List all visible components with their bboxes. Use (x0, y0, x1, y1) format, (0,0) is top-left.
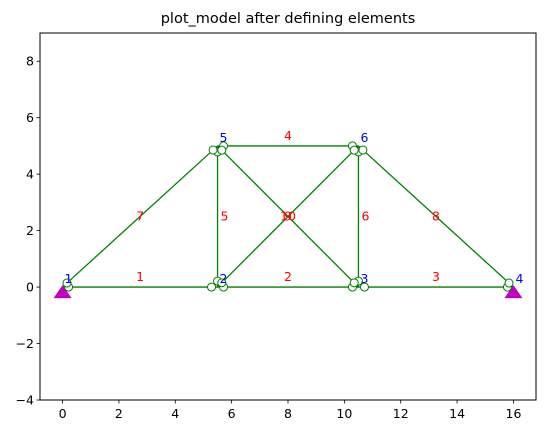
truss-element (358, 145, 514, 288)
truss-elements (62, 145, 514, 288)
y-tick-label: −2 (16, 336, 34, 351)
element-end-marker (504, 278, 514, 288)
node-label: 6 (360, 130, 368, 145)
y-tick-label: 0 (26, 280, 34, 295)
node-label: 4 (515, 271, 523, 286)
node-label: 5 (220, 130, 228, 145)
element-label: 9 (284, 209, 292, 224)
element-label: 1 (136, 269, 144, 284)
element-label: 3 (432, 269, 440, 284)
y-tick-label: 8 (26, 54, 34, 69)
element-label: 5 (221, 209, 229, 224)
x-tick-label: 14 (449, 406, 465, 421)
support-triangle (53, 285, 72, 299)
y-tick-label: 2 (26, 223, 34, 238)
element-end-marker (207, 282, 217, 292)
x-tick-label: 0 (59, 406, 67, 421)
node-label: 1 (65, 271, 73, 286)
y-tick-label: 4 (26, 167, 34, 182)
x-tick-label: 16 (506, 406, 522, 421)
truss-element (217, 145, 359, 288)
element-label: 4 (284, 128, 292, 143)
element-label: 7 (136, 209, 144, 224)
element-end-marker (349, 145, 359, 155)
element-end-marker (358, 145, 368, 155)
x-tick-label: 10 (336, 406, 352, 421)
support-triangle (504, 285, 523, 299)
element-end-marker (359, 282, 369, 292)
element-end-marker (217, 278, 227, 288)
x-tick-label: 8 (284, 406, 292, 421)
x-tick-label: 6 (228, 406, 236, 421)
truss-nodes (62, 141, 514, 292)
y-tick-label: −4 (16, 393, 34, 408)
element-label: 10 (280, 209, 296, 224)
element-end-marker (62, 278, 72, 288)
x-tick-label: 2 (115, 406, 123, 421)
node-label: 3 (360, 271, 368, 286)
chart-title: plot_model after defining elements (161, 11, 416, 27)
x-tick-label: 12 (393, 406, 409, 421)
element-end-marker (217, 145, 227, 155)
element-end-marker (349, 278, 359, 288)
node-label: 2 (220, 271, 228, 286)
element-label: 2 (284, 269, 292, 284)
truss-element (62, 145, 218, 288)
y-tick-label: 6 (26, 110, 34, 125)
supports (53, 285, 523, 299)
element-label: 6 (361, 209, 369, 224)
labels: 1 2 3 4 5 6 7 8 910 1 2 3 4 5 6 (65, 128, 524, 286)
x-tick-label: 4 (171, 406, 179, 421)
element-end-marker (208, 145, 218, 155)
element-label: 8 (432, 209, 440, 224)
